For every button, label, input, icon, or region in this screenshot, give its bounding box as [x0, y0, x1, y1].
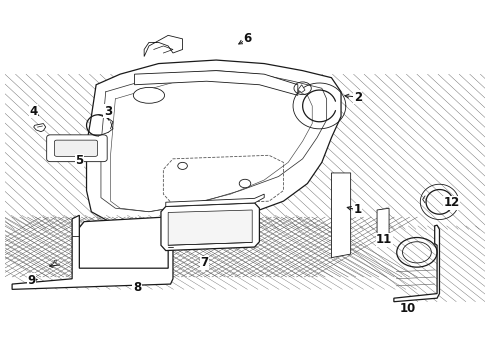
Ellipse shape	[133, 87, 165, 103]
Polygon shape	[144, 35, 183, 57]
Polygon shape	[34, 123, 46, 132]
Text: 12: 12	[443, 197, 460, 210]
Polygon shape	[12, 215, 173, 289]
Text: 3: 3	[104, 105, 112, 118]
Text: 11: 11	[376, 234, 392, 247]
Text: R: R	[53, 260, 57, 265]
Polygon shape	[135, 71, 298, 95]
FancyBboxPatch shape	[47, 135, 107, 162]
Text: 6: 6	[243, 32, 251, 45]
Polygon shape	[161, 203, 259, 251]
Polygon shape	[166, 194, 264, 207]
Polygon shape	[377, 208, 389, 237]
Polygon shape	[168, 210, 252, 245]
Circle shape	[239, 179, 251, 188]
Text: 1: 1	[354, 203, 362, 216]
Polygon shape	[331, 173, 351, 258]
Text: 5: 5	[75, 154, 83, 167]
Polygon shape	[394, 225, 440, 302]
Text: 2: 2	[354, 91, 362, 104]
Text: 8: 8	[133, 281, 141, 294]
Text: 7: 7	[200, 256, 208, 269]
FancyBboxPatch shape	[54, 140, 98, 156]
Polygon shape	[298, 85, 305, 93]
Text: 4: 4	[29, 105, 38, 118]
Polygon shape	[79, 217, 171, 277]
Circle shape	[178, 162, 187, 170]
Text: 10: 10	[400, 302, 416, 315]
Text: 9: 9	[27, 274, 35, 287]
Polygon shape	[87, 60, 341, 229]
